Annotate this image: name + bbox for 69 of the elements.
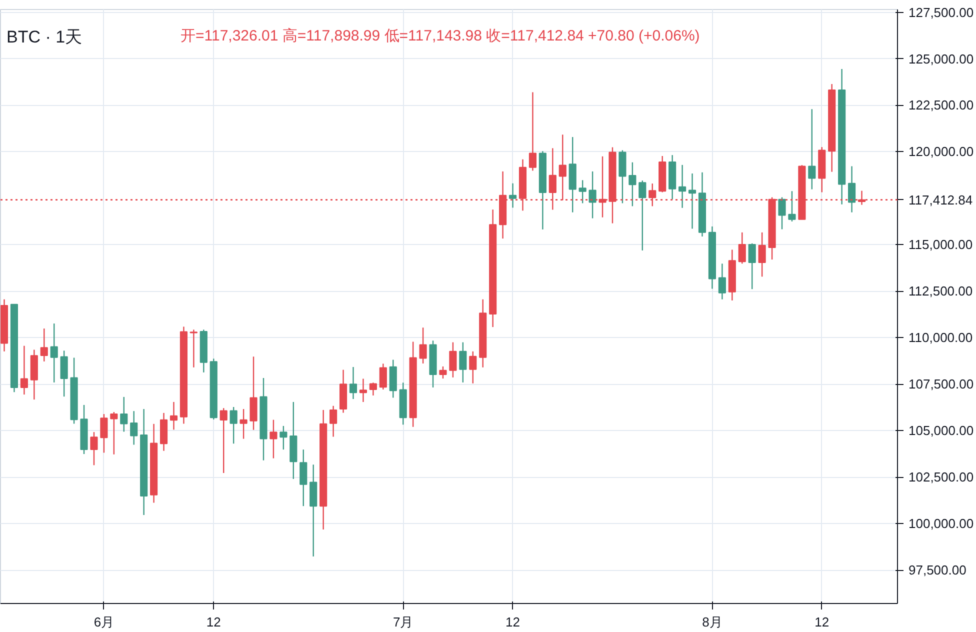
y-tick-label: 100,000.00 bbox=[908, 516, 974, 532]
candlestick bbox=[389, 359, 397, 398]
candlestick bbox=[110, 411, 118, 455]
candlestick bbox=[20, 345, 28, 396]
candlestick bbox=[40, 328, 48, 362]
candlestick bbox=[638, 180, 646, 252]
x-tick-label: 12 bbox=[206, 614, 221, 630]
candlestick bbox=[469, 350, 477, 384]
y-tick-label: 112,500.00 bbox=[908, 284, 973, 299]
candlestick bbox=[130, 410, 138, 446]
candlestick bbox=[359, 378, 367, 403]
candlestick bbox=[60, 350, 68, 398]
candlestick bbox=[738, 232, 746, 264]
candlestick bbox=[578, 180, 586, 204]
candlestick bbox=[528, 92, 537, 172]
candlestick bbox=[50, 322, 58, 384]
candlestick bbox=[230, 406, 238, 444]
annotation: 开=117,326.01 高=117,898.99 低=117,143.98 收=117,412.84 +70.80 (+0.06%) bbox=[180, 28, 700, 44]
candlestick bbox=[788, 190, 796, 222]
candlestick bbox=[688, 172, 696, 230]
candlestick bbox=[300, 448, 308, 507]
text: BTC · 1天 bbox=[6, 28, 82, 46]
candlestick bbox=[270, 419, 278, 459]
candlestick bbox=[369, 382, 377, 396]
candlestick bbox=[349, 366, 358, 400]
y-tick-label: 125,000.00 bbox=[908, 51, 974, 66]
candlestick bbox=[588, 170, 596, 219]
candlestick bbox=[220, 408, 228, 474]
candlestick bbox=[718, 263, 726, 300]
candlestick bbox=[160, 412, 168, 452]
x-tick-label: 12 bbox=[814, 614, 830, 630]
y-tick-label: 110,000.00 bbox=[908, 330, 973, 346]
candlestick bbox=[379, 363, 387, 390]
y-tick-label: 105,000.00 bbox=[908, 423, 974, 438]
candlestick bbox=[449, 342, 457, 378]
ref-line-label: 117,412.84 bbox=[908, 192, 973, 208]
candlestick bbox=[310, 464, 318, 558]
y-tick-label: 127,500.00 bbox=[908, 4, 974, 20]
x-tick-label: 12 bbox=[506, 614, 520, 630]
candlestick bbox=[250, 356, 258, 430]
y-tick-label: 97,500.00 bbox=[908, 562, 966, 578]
x-tick-label: 6月 bbox=[94, 614, 114, 630]
candlestick bbox=[439, 366, 447, 380]
candlestick bbox=[778, 196, 786, 230]
candlestick bbox=[170, 401, 178, 430]
candlestick bbox=[240, 408, 248, 440]
candlestick bbox=[678, 164, 686, 208]
y-tick-label: 115,000.00 bbox=[908, 237, 973, 252]
candlestick bbox=[618, 150, 626, 204]
candlestick bbox=[808, 108, 816, 190]
y-tick-label: 102,500.00 bbox=[908, 470, 974, 485]
candlestick bbox=[419, 327, 427, 364]
candlestick bbox=[280, 425, 288, 450]
candlestick bbox=[120, 396, 128, 432]
y-tick-label: 122,500.00 bbox=[908, 98, 974, 113]
candlestick bbox=[100, 413, 108, 454]
candlestick bbox=[330, 405, 338, 438]
candlestick bbox=[190, 329, 198, 368]
candlestick bbox=[628, 162, 636, 207]
y-tick-label: 107,500.00 bbox=[908, 376, 974, 392]
y-tick-label: 120,000.00 bbox=[908, 144, 974, 160]
candlestick bbox=[459, 342, 467, 384]
candlestick bbox=[848, 166, 856, 213]
candlestick bbox=[758, 232, 766, 278]
x-tick-label: 7月 bbox=[392, 614, 414, 630]
candlestick bbox=[90, 431, 98, 466]
candlestick bbox=[508, 182, 517, 208]
x-tick-label: 8月 bbox=[702, 614, 722, 630]
candlestick bbox=[748, 242, 756, 290]
